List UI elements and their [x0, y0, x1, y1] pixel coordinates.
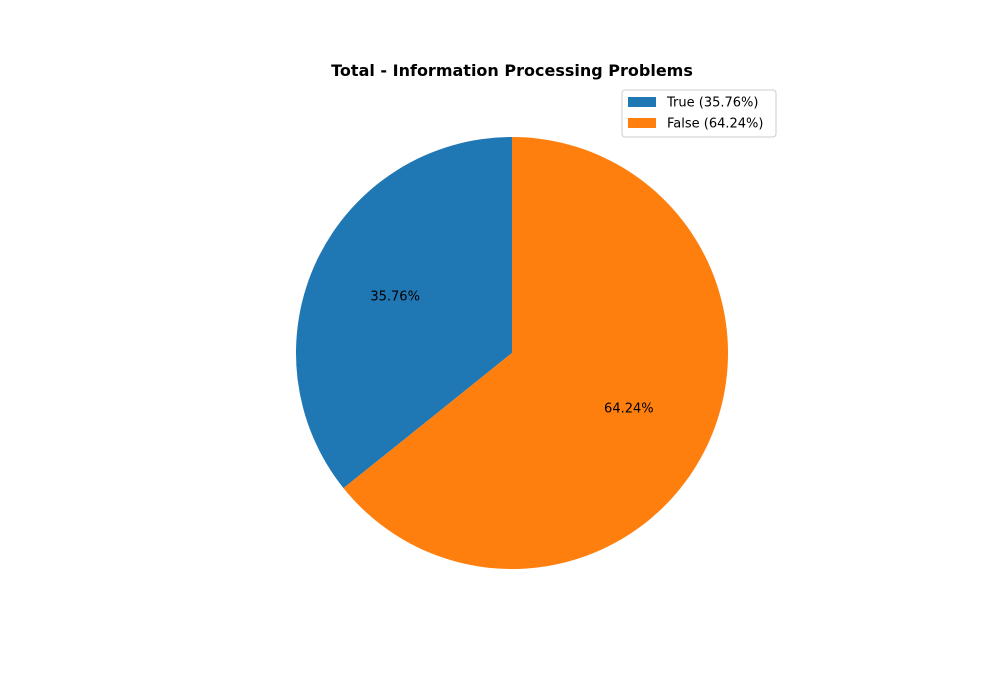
pie-slice-false: [343, 137, 728, 569]
legend-swatch-false: [628, 118, 656, 128]
legend-swatch-true: [628, 97, 656, 107]
pie-slice-labels: 35.76% 64.24%: [370, 289, 653, 416]
pie-slices: [296, 137, 728, 569]
chart-legend: True (35.76%) False (64.24%): [621, 89, 777, 138]
legend-label-true: True (35.76%): [666, 96, 758, 111]
legend-label-false: False (64.24%): [667, 117, 763, 132]
slice-label-true: 35.76%: [370, 289, 420, 304]
chart-title: Total - Information Processing Problems: [331, 61, 693, 80]
pie-slice-true: [296, 137, 512, 489]
legend-frame: [621, 89, 777, 138]
slice-label-false: 64.24%: [604, 402, 654, 417]
